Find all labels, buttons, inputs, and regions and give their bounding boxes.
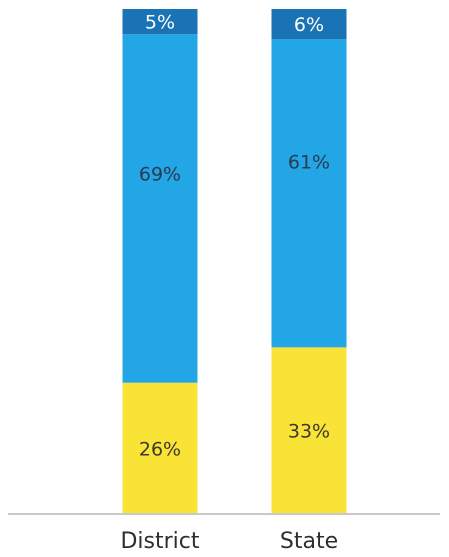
bar-segment-top-state: [271, 9, 347, 40]
bars-group: 26% 69% 5% 33% 61% 6%: [122, 9, 347, 514]
data-label-top-state: 6%: [294, 14, 324, 36]
data-label-middle-district: 69%: [139, 164, 181, 186]
bar-segment-middle-district: [122, 34, 198, 383]
data-label-top-district: 5%: [145, 12, 175, 34]
data-label-bottom-state: 33%: [288, 421, 330, 443]
bar-segment-top-district: [122, 9, 198, 35]
bar-segment-bottom-district: [122, 382, 198, 514]
data-label-bottom-district: 26%: [139, 438, 181, 460]
data-label-middle-state: 61%: [288, 152, 330, 174]
category-label-district: District: [120, 529, 199, 554]
category-label-state: State: [280, 529, 338, 554]
bar-segment-middle-state: [271, 39, 347, 348]
category-labels: District State: [120, 529, 338, 554]
bar-segment-bottom-state: [271, 347, 347, 514]
